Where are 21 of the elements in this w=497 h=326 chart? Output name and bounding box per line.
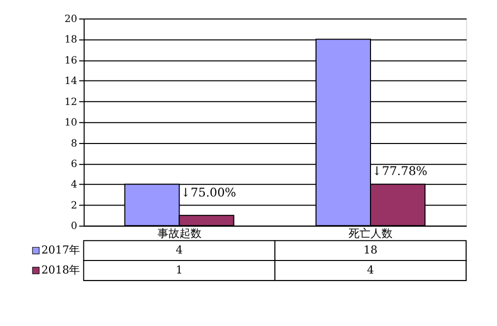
y-tick-label: 8: [70, 138, 78, 150]
legend-label: 2018年: [41, 263, 80, 276]
x-tick-label: 事故起数: [157, 227, 202, 240]
y-tick-label: 4: [70, 180, 78, 191]
y-tick-label: 12: [64, 96, 78, 108]
data-label: 4: [176, 244, 183, 257]
y-tick-label: 2: [70, 200, 78, 212]
y-tick-label: 20: [64, 14, 78, 25]
y-tick-label: 0: [70, 221, 78, 232]
data-label: 4: [367, 263, 374, 276]
data-label: 1: [176, 263, 183, 276]
y-tick-label: 16: [64, 55, 78, 66]
legend-label: 2017年: [41, 244, 80, 257]
y-tick-label: 14: [64, 76, 78, 88]
annotation: ↓75.00%: [180, 186, 236, 200]
y-tick-label: 10: [64, 118, 78, 129]
y-tick-label: 6: [70, 159, 78, 170]
annotation: ↓77.78%: [372, 164, 428, 178]
y-tick-label: 18: [64, 34, 78, 46]
data-label: 18: [364, 244, 378, 257]
x-tick-label: 死亡人数: [348, 227, 393, 240]
